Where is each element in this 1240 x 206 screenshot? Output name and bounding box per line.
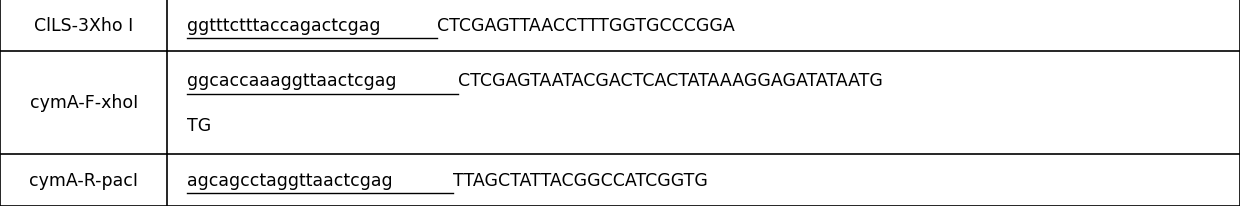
Text: cymA-R-pacI: cymA-R-pacI [30, 171, 138, 189]
Text: CTCGAGTTAACCTTTGGTGCCCGGA: CTCGAGTTAACCTTTGGTGCCCGGA [436, 17, 734, 35]
Text: ggcaccaaaggttaactcgag: ggcaccaaaggttaactcgag [187, 72, 397, 90]
Text: cymA-F-xhoI: cymA-F-xhoI [30, 94, 138, 112]
Text: ClLS-3Xho I: ClLS-3Xho I [33, 17, 134, 35]
Text: TG: TG [187, 117, 212, 135]
Text: ggtttctttaccagactcgag: ggtttctttaccagactcgag [187, 17, 381, 35]
Text: TTAGCTATTACGGCCATCGGTG: TTAGCTATTACGGCCATCGGTG [453, 171, 708, 189]
Text: agcagcctaggttaactcgag: agcagcctaggttaactcgag [187, 171, 393, 189]
Text: CTCGAGTAATACGACTCACTATAAAGGAGATATAATG: CTCGAGTAATACGACTCACTATAAAGGAGATATAATG [458, 72, 883, 90]
